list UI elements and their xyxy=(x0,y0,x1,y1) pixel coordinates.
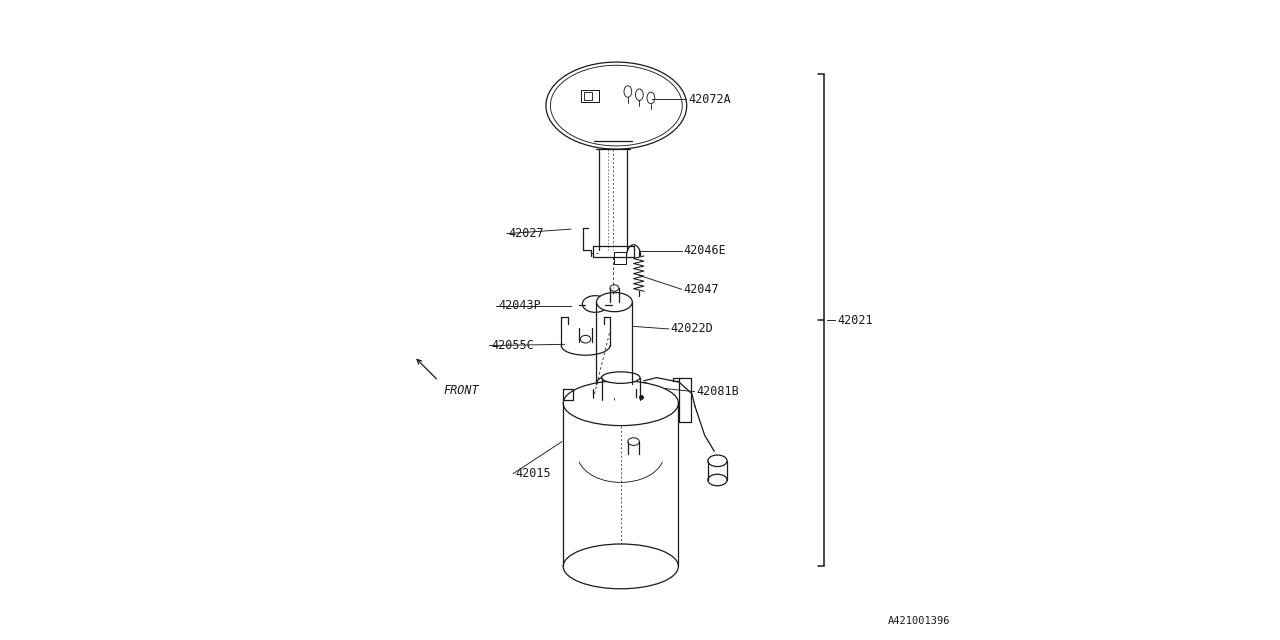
Text: 42047: 42047 xyxy=(684,283,719,296)
Text: 42015: 42015 xyxy=(516,467,550,480)
Ellipse shape xyxy=(708,455,727,467)
Ellipse shape xyxy=(646,92,655,104)
Text: 42055C: 42055C xyxy=(492,339,534,352)
Text: 42043P: 42043P xyxy=(498,300,540,312)
Text: FRONT: FRONT xyxy=(444,384,479,397)
Text: 42021: 42021 xyxy=(837,314,873,326)
Ellipse shape xyxy=(596,292,632,312)
Ellipse shape xyxy=(611,285,620,291)
FancyBboxPatch shape xyxy=(639,382,646,394)
Ellipse shape xyxy=(596,374,632,394)
Ellipse shape xyxy=(628,438,640,445)
Text: 42072A: 42072A xyxy=(689,93,731,106)
FancyBboxPatch shape xyxy=(614,252,626,264)
FancyBboxPatch shape xyxy=(581,90,599,102)
Ellipse shape xyxy=(581,335,591,343)
Text: 42046E: 42046E xyxy=(684,244,726,257)
Ellipse shape xyxy=(594,383,636,396)
Ellipse shape xyxy=(625,86,632,97)
Text: A421001396: A421001396 xyxy=(888,616,950,626)
Ellipse shape xyxy=(635,89,644,100)
Ellipse shape xyxy=(708,474,727,486)
Ellipse shape xyxy=(594,390,636,403)
Text: 42081B: 42081B xyxy=(696,385,739,398)
Ellipse shape xyxy=(602,372,640,383)
Ellipse shape xyxy=(563,544,678,589)
Text: 42027: 42027 xyxy=(508,227,544,240)
Text: 42022D: 42022D xyxy=(671,323,713,335)
Ellipse shape xyxy=(563,381,678,426)
